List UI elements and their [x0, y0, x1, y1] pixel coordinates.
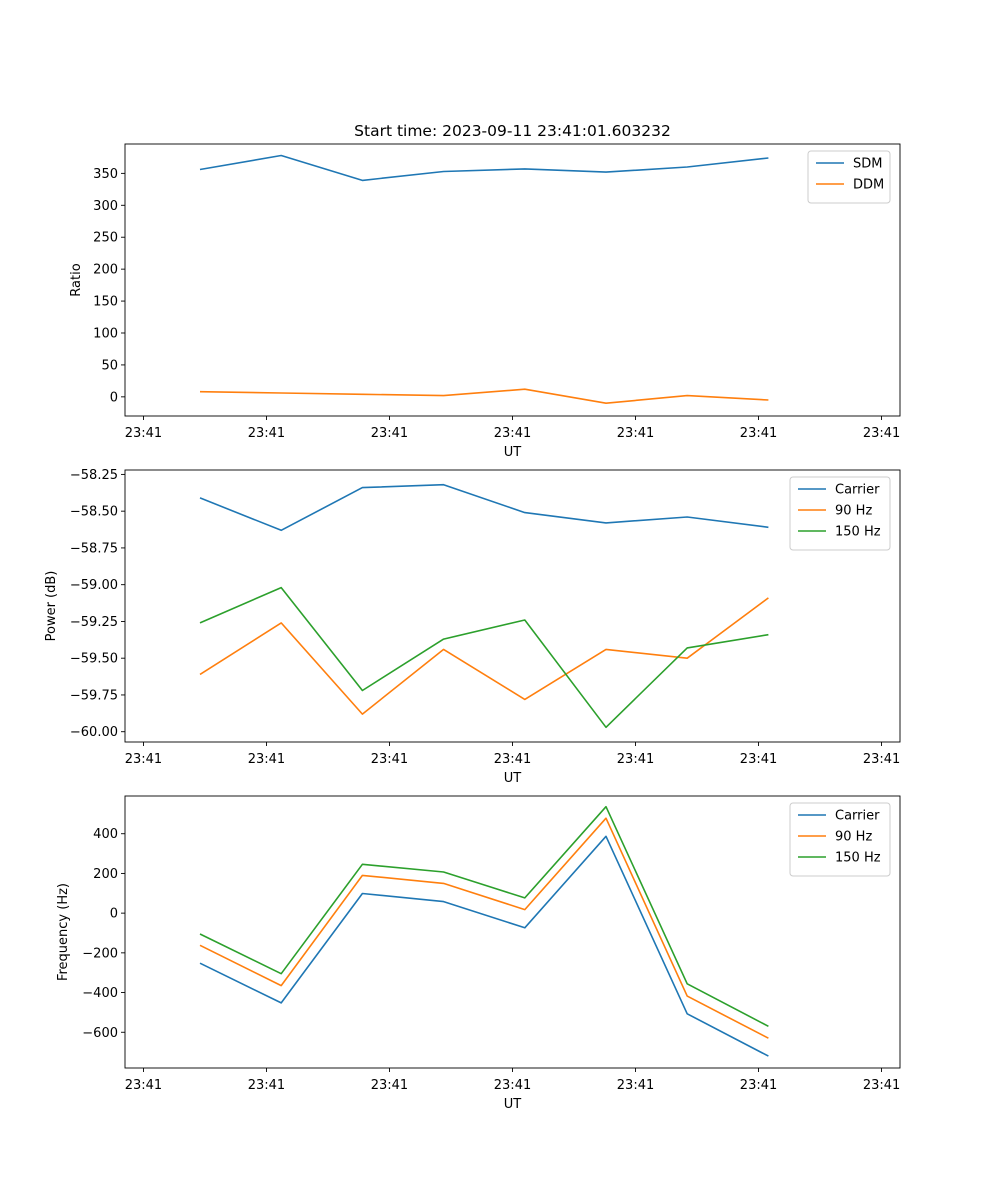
x-tick-label: 23:41: [248, 752, 285, 767]
x-axis-label: UT: [504, 1097, 522, 1112]
x-tick-label: 23:41: [740, 1078, 777, 1093]
series-line-150-hz: [199, 805, 769, 1028]
x-tick-label: 23:41: [125, 752, 162, 767]
x-tick-label: 23:41: [863, 1078, 900, 1093]
legend: Carrier 90 Hz 150 Hz: [789, 476, 891, 551]
y-tick-label: −400: [82, 986, 118, 1001]
series-lines: [199, 483, 769, 729]
x-tick-label: 23:41: [617, 1078, 654, 1093]
x-tick-label: 23:41: [125, 1078, 162, 1093]
legend-label-ddm: DDM: [853, 178, 884, 193]
series-line-150-hz: [199, 586, 769, 729]
x-tick-label: 23:41: [863, 426, 900, 441]
x-tick-label: 23:41: [248, 1078, 285, 1093]
x-tick-label: 23:41: [125, 426, 162, 441]
series-lines: [199, 805, 769, 1057]
y-tick-label: 0: [110, 907, 118, 922]
y-tick-label: −60.00: [70, 725, 118, 740]
y-tick-label: −59.50: [70, 652, 118, 667]
y-tick-label: 200: [93, 263, 118, 278]
legend-label-carrier: Carrier: [835, 809, 880, 824]
legend-box: [807, 150, 891, 204]
series-line-90-hz: [199, 597, 769, 715]
legend: Carrier 90 Hz 150 Hz: [789, 802, 891, 877]
y-tick-label: 300: [93, 199, 118, 214]
y-tick-label: −59.00: [70, 578, 118, 593]
x-tick-label: 23:41: [617, 426, 654, 441]
x-axis-label: UT: [504, 445, 522, 460]
x-tick-label: 23:41: [863, 752, 900, 767]
y-tick-label: 350: [93, 167, 118, 182]
x-tick-label: 23:41: [248, 426, 285, 441]
legend: SDM DDM: [807, 150, 891, 204]
x-tick-label: 23:41: [371, 752, 408, 767]
y-tick-label: −59.75: [70, 688, 118, 703]
chart-title: Start time: 2023-09-11 23:41:01.603232: [354, 122, 671, 140]
y-tick-label: −59.25: [70, 615, 118, 630]
legend-label-sdm: SDM: [853, 157, 882, 172]
series-lines: [199, 154, 769, 405]
x-tick-label: 23:41: [494, 1078, 531, 1093]
legend-label-90-hz: 90 Hz: [835, 504, 872, 519]
series-line-sdm: [199, 154, 769, 182]
y-tick-label: −600: [82, 1026, 118, 1041]
legend-label-90-hz: 90 Hz: [835, 830, 872, 845]
y-tick-label: −58.50: [70, 505, 118, 520]
y-tick-label: 0: [110, 390, 118, 405]
series-line-carrier: [199, 835, 769, 1057]
x-tick-label: 23:41: [494, 752, 531, 767]
x-tick-label: 23:41: [371, 1078, 408, 1093]
y-axis-label: Frequency (Hz): [56, 883, 71, 981]
x-tick-label: 23:41: [740, 752, 777, 767]
series-line-90-hz: [199, 817, 769, 1039]
y-tick-label: 50: [101, 358, 118, 373]
x-tick-label: 23:41: [494, 426, 531, 441]
series-line-carrier: [199, 483, 769, 532]
x-axis-label: UT: [504, 771, 522, 786]
y-tick-label: 150: [93, 295, 118, 310]
y-tick-label: 250: [93, 231, 118, 246]
legend-label-carrier: Carrier: [835, 483, 880, 498]
y-tick-label: −58.75: [70, 541, 118, 556]
y-tick-label: 100: [93, 326, 118, 341]
ratio-panel: Start time: 2023-09-11 23:41:01.603232 23…: [69, 122, 901, 460]
x-tick-label: 23:41: [740, 426, 777, 441]
y-tick-label: −58.25: [70, 468, 118, 483]
y-tick-label: 400: [93, 827, 118, 842]
series-line-ddm: [199, 388, 769, 405]
legend-label-150-hz: 150 Hz: [835, 851, 881, 866]
y-axis-label: Ratio: [69, 263, 84, 296]
legend-label-150-hz: 150 Hz: [835, 525, 881, 540]
frequency-panel: 23:41 23:41 23:41 23:41 23:41 23:41 23:41 UT −60…: [56, 795, 901, 1112]
power-panel: 23:41 23:41 23:41 23:41 23:41 23:41 23:41 UT −60…: [44, 468, 901, 786]
x-tick-label: 23:41: [617, 752, 654, 767]
x-tick-label: 23:41: [371, 426, 408, 441]
y-axis-label: Power (dB): [44, 571, 59, 642]
y-tick-label: −200: [82, 946, 118, 961]
y-tick-label: 200: [93, 867, 118, 882]
